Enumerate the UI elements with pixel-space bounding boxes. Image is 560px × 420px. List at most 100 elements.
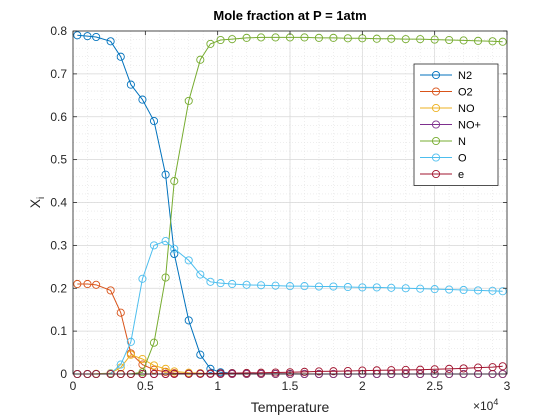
data-point-o	[445, 285, 454, 294]
data-point-e	[196, 369, 205, 378]
data-point-o	[116, 360, 125, 369]
data-point-n	[329, 33, 338, 42]
data-point-n2	[126, 80, 135, 89]
data-point-o2	[149, 365, 159, 374]
data-point-e	[343, 366, 352, 376]
data-point-n	[170, 177, 179, 186]
data-point-o2	[73, 279, 82, 289]
data-point-n	[430, 35, 439, 44]
data-point-o	[459, 285, 468, 295]
axis-ticks	[72, 30, 508, 375]
data-point-no	[161, 364, 170, 373]
legend-entry-no: NO	[420, 103, 475, 115]
x-tick-label: 3	[504, 379, 511, 393]
data-point-n2	[73, 31, 82, 40]
data-point-no	[138, 354, 147, 364]
data-point-o	[228, 279, 237, 289]
data-point-n2	[184, 316, 193, 325]
data-point-o	[488, 286, 497, 295]
data-point-o	[126, 337, 135, 346]
data-point-e	[488, 363, 497, 372]
data-point-o	[257, 281, 266, 290]
data-point-o2	[116, 308, 125, 317]
y-tick-label: 0.6	[50, 110, 67, 124]
x-axis-label: Temperature	[251, 399, 330, 415]
data-point-e	[206, 369, 215, 378]
data-point-o	[300, 282, 309, 291]
data-point-n2	[116, 52, 125, 61]
data-point-e	[329, 367, 338, 376]
data-point-no	[170, 367, 179, 376]
data-point-e	[300, 367, 309, 376]
legend-label-noplus: NO+	[458, 120, 481, 132]
legend-marker-o	[431, 153, 441, 162]
data-point-n2	[196, 350, 205, 359]
data-point-n	[257, 33, 266, 42]
data-point-o	[170, 244, 179, 253]
x-tick-label: 0	[70, 379, 77, 393]
legend-label-n2: N2	[458, 70, 472, 82]
data-point-e	[459, 364, 468, 373]
data-point-o	[474, 286, 483, 295]
data-point-o	[206, 277, 215, 286]
data-point-o	[416, 284, 425, 293]
data-point-n	[488, 37, 497, 46]
data-point-o2	[92, 280, 101, 289]
data-point-n2	[83, 32, 92, 41]
data-point-o2	[83, 279, 92, 289]
legend-marker-n2	[431, 70, 441, 80]
data-point-n2	[106, 37, 115, 46]
legend-entry-o2: O2	[420, 87, 473, 99]
y-axis-label: Xi	[27, 197, 47, 209]
data-point-n2	[206, 364, 215, 373]
legend-marker-o2	[431, 87, 441, 96]
y-tick-label: 0.3	[50, 238, 67, 252]
x-tick-label: 2	[359, 379, 366, 393]
series-line-o	[77, 240, 503, 375]
data-point-n	[372, 34, 381, 43]
x-tick-label: 2.5	[426, 379, 443, 393]
data-point-n	[343, 34, 352, 43]
legend-label-e: e	[458, 169, 464, 181]
data-point-e	[474, 363, 483, 372]
data-point-e	[228, 369, 237, 378]
data-point-o	[343, 282, 352, 292]
data-point-e	[314, 367, 323, 376]
data-point-n	[416, 35, 425, 44]
data-point-e	[285, 368, 295, 377]
data-point-o	[285, 282, 295, 291]
data-point-e	[498, 362, 507, 371]
data-point-o	[271, 281, 280, 290]
data-point-n	[149, 338, 159, 347]
y-tick-label: 0.2	[50, 281, 67, 295]
data-point-n	[474, 36, 483, 45]
data-point-o	[387, 283, 396, 292]
data-point-n2	[161, 170, 170, 179]
data-point-e	[416, 365, 425, 374]
data-point-o	[242, 280, 251, 289]
x-axis-exponent-base: ×10	[473, 399, 494, 413]
data-point-n	[387, 34, 396, 43]
legend-entry-noplus: NO+	[420, 120, 481, 132]
y-axis-label-subscript: i	[36, 197, 47, 199]
data-point-o	[358, 283, 367, 292]
data-point-e	[445, 364, 454, 373]
data-point-o2	[106, 286, 115, 295]
y-tick-label: 0.8	[50, 24, 67, 38]
legend-entry-e: e	[420, 169, 464, 181]
data-point-n	[271, 33, 280, 42]
legend-marker-n	[431, 136, 441, 146]
legend-marker-no	[431, 103, 441, 113]
legend-marker-noplus	[431, 120, 441, 129]
x-tick-label: 1	[214, 379, 221, 393]
data-point-n	[314, 33, 323, 42]
y-tick-label: 0	[60, 367, 67, 381]
data-point-n2	[170, 249, 179, 258]
data-point-n	[206, 39, 215, 48]
data-point-e	[257, 368, 266, 377]
data-point-o2	[161, 367, 170, 376]
legend-marker-e	[431, 169, 441, 179]
data-point-n	[184, 96, 193, 105]
